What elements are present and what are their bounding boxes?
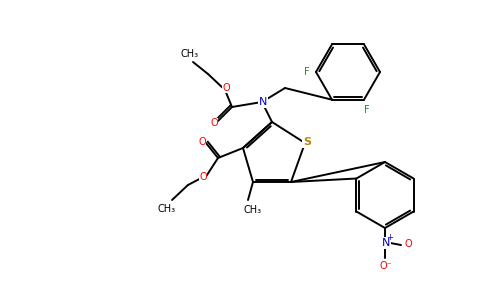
Text: N: N <box>259 97 267 107</box>
Text: N: N <box>382 238 390 248</box>
Text: F: F <box>304 67 310 77</box>
Text: F: F <box>364 105 370 115</box>
Text: O⁻: O⁻ <box>379 261 393 271</box>
Text: CH₃: CH₃ <box>181 49 199 59</box>
Text: S: S <box>303 137 311 147</box>
Text: O: O <box>199 172 207 182</box>
Text: O: O <box>404 239 412 249</box>
Text: +: + <box>387 233 393 242</box>
Text: O: O <box>198 137 206 147</box>
Text: O: O <box>222 83 230 93</box>
Text: O: O <box>210 118 218 128</box>
Text: CH₃: CH₃ <box>158 204 176 214</box>
Text: CH₃: CH₃ <box>244 205 262 215</box>
